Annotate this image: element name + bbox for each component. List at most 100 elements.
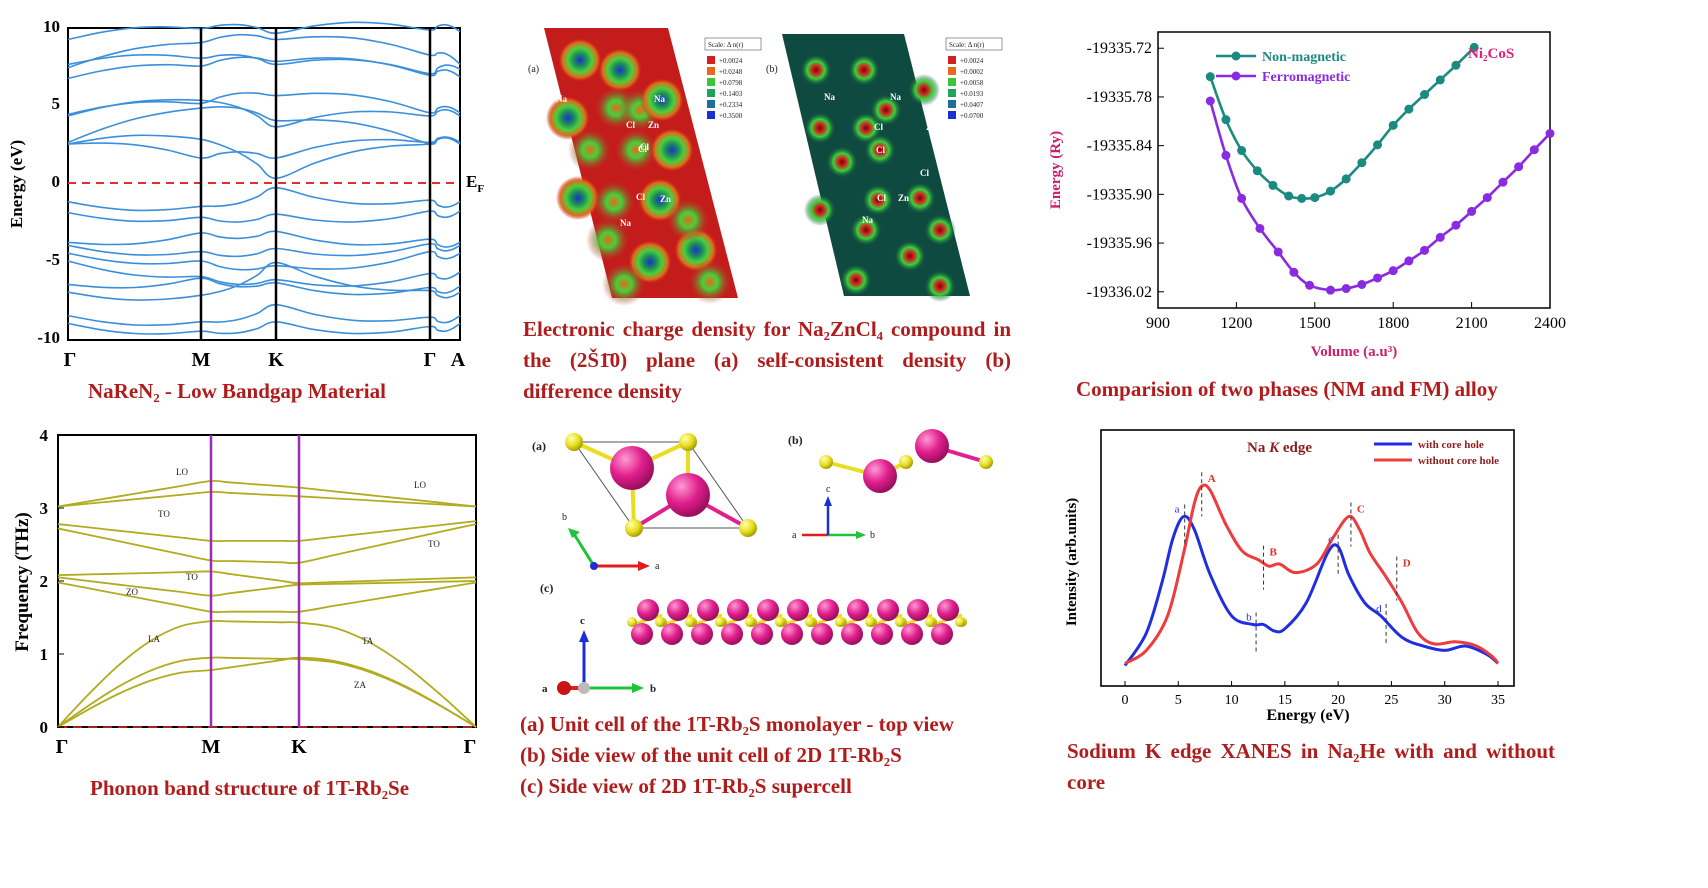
ev-xtick: 2100 bbox=[1456, 315, 1488, 332]
charge-blob bbox=[586, 218, 630, 262]
atom-label: Cl bbox=[876, 145, 885, 155]
atom-label: Na bbox=[620, 218, 631, 228]
caption-ev: Comparision of two phases (NM and FM) al… bbox=[1076, 377, 1498, 401]
xanes-xtick: 10 bbox=[1225, 693, 1239, 708]
ev-point bbox=[1435, 232, 1445, 242]
kpoint-m: M bbox=[192, 349, 211, 371]
scale-value: +0.0024 bbox=[719, 57, 743, 65]
xanes-peak-label: a bbox=[1175, 503, 1180, 515]
xanes-xtick: 35 bbox=[1491, 693, 1505, 708]
ev-point bbox=[1325, 186, 1335, 196]
diff-blob bbox=[804, 194, 836, 226]
phonon-branch bbox=[57, 619, 477, 728]
phonon-branch-label: LO bbox=[176, 467, 188, 477]
ytick-0: 0 bbox=[52, 172, 61, 191]
axis-a-super: a bbox=[542, 683, 548, 695]
scale-header: Scale: Δ n(r) bbox=[708, 41, 744, 49]
ev-title: Ni₂CoS bbox=[1468, 46, 1514, 62]
diff-blob bbox=[840, 264, 872, 296]
ev-point bbox=[1205, 72, 1215, 82]
scale-value: +0.3500 bbox=[719, 112, 743, 120]
ev-point bbox=[1420, 90, 1430, 100]
unit-cell-side-view bbox=[819, 429, 993, 493]
phonon-panel: 0 1 2 3 4 Γ M K Γ LO LO TO TO TO ZO LA TA ZA Frequency (… bbox=[0, 420, 500, 888]
charge-blob bbox=[666, 198, 710, 242]
charge-a-label: (a) bbox=[528, 64, 539, 75]
ev-ytick: -19335.96 bbox=[1087, 235, 1152, 252]
xanes-xtick: 0 bbox=[1122, 693, 1129, 708]
xanes-peak-label: D bbox=[1403, 557, 1411, 569]
ev-point bbox=[1529, 145, 1539, 155]
scale-value: +0.0248 bbox=[719, 68, 743, 76]
fermi-label: EF bbox=[466, 172, 484, 195]
xanes-peak-label: A bbox=[1208, 473, 1216, 485]
diff-blob bbox=[924, 214, 956, 246]
ev-point bbox=[1514, 162, 1524, 172]
ev-point bbox=[1289, 267, 1299, 277]
charge-blob bbox=[602, 262, 646, 306]
caption-charge-density: Electronic charge density for Na₂ZnCl₄ c… bbox=[523, 317, 1011, 403]
charge-blob bbox=[640, 78, 684, 122]
phonon-kpoint: K bbox=[291, 736, 307, 758]
diff-blob bbox=[864, 134, 896, 166]
atom-label: Zn bbox=[926, 122, 937, 132]
charge-blob bbox=[614, 128, 658, 172]
ev-point bbox=[1373, 140, 1383, 150]
ev-xlabel: Volume (a.u³) bbox=[1311, 344, 1397, 360]
ev-point bbox=[1305, 280, 1315, 290]
phonon-plot: 0 1 2 3 4 Γ M K Γ LO LO TO TO TO ZO LA TA ZA Frequency (… bbox=[12, 426, 477, 758]
struct-a-label: (a) bbox=[532, 439, 546, 453]
atom-label: Cl bbox=[877, 193, 886, 203]
xanes-xlabel: Energy (eV) bbox=[1266, 707, 1349, 724]
scale-swatch bbox=[707, 100, 715, 108]
kpoint-gamma: Γ bbox=[64, 349, 77, 371]
phonon-branch bbox=[57, 656, 477, 728]
ev-point bbox=[1404, 256, 1414, 266]
ev-xtick: 2400 bbox=[1534, 315, 1566, 332]
scale-swatch bbox=[948, 111, 956, 119]
kpoint-a: A bbox=[451, 349, 466, 371]
charge-blob bbox=[546, 96, 590, 140]
caption-structure-c: (c) Side view of 2D 1T-Rb₂S supercell bbox=[520, 774, 852, 798]
phonon-kpoint: Γ bbox=[56, 736, 69, 758]
phonon-branch-label: LA bbox=[148, 634, 160, 644]
diff-blob bbox=[804, 112, 836, 144]
atom-label: Cl bbox=[920, 168, 929, 178]
ev-point bbox=[1404, 104, 1414, 114]
charge-blob bbox=[568, 128, 612, 172]
atom-label: Cl bbox=[638, 144, 647, 154]
xanes-peak-label: C bbox=[1357, 503, 1365, 515]
atom-label: Cl bbox=[626, 120, 635, 130]
atom-label: Na bbox=[890, 92, 901, 102]
scale-swatch bbox=[707, 89, 715, 97]
axis-a-top: a bbox=[655, 561, 660, 572]
xanes-peak-label: d bbox=[1376, 603, 1382, 615]
phonon-branch-label: LO bbox=[414, 480, 426, 490]
phonon-ylabel: Frequency (THz) bbox=[12, 512, 33, 652]
charge-blob bbox=[558, 38, 602, 82]
ev-legend-label: Non-magnetic bbox=[1262, 50, 1346, 65]
phonon-branch-label: TA bbox=[362, 636, 374, 646]
diff-blob bbox=[894, 240, 926, 272]
ev-ytick: -19335.78 bbox=[1087, 89, 1152, 106]
axis-b-super: b bbox=[650, 683, 656, 695]
kpoint-gamma-2: Γ bbox=[424, 349, 437, 371]
ytick-neg5: -5 bbox=[46, 250, 60, 269]
phonon-branch-label: TO bbox=[186, 572, 198, 582]
diff-blob bbox=[924, 270, 956, 302]
charge-blob bbox=[556, 176, 600, 220]
crystal-structure-panel: (a) a b (b) bbox=[520, 420, 1020, 888]
charge-blob bbox=[592, 180, 636, 224]
diff-blob bbox=[908, 74, 940, 106]
unit-cell-top-view bbox=[565, 433, 757, 537]
xanes-xtick: 20 bbox=[1331, 693, 1345, 708]
xanes-legend-label: without core hole bbox=[1418, 455, 1499, 467]
phonon-branch bbox=[57, 576, 477, 597]
atom-label: Na bbox=[556, 94, 567, 104]
scale-swatch bbox=[707, 67, 715, 75]
axis-c-super: c bbox=[580, 615, 585, 627]
ev-point bbox=[1297, 193, 1307, 203]
scale-value: +0.0700 bbox=[960, 112, 984, 120]
